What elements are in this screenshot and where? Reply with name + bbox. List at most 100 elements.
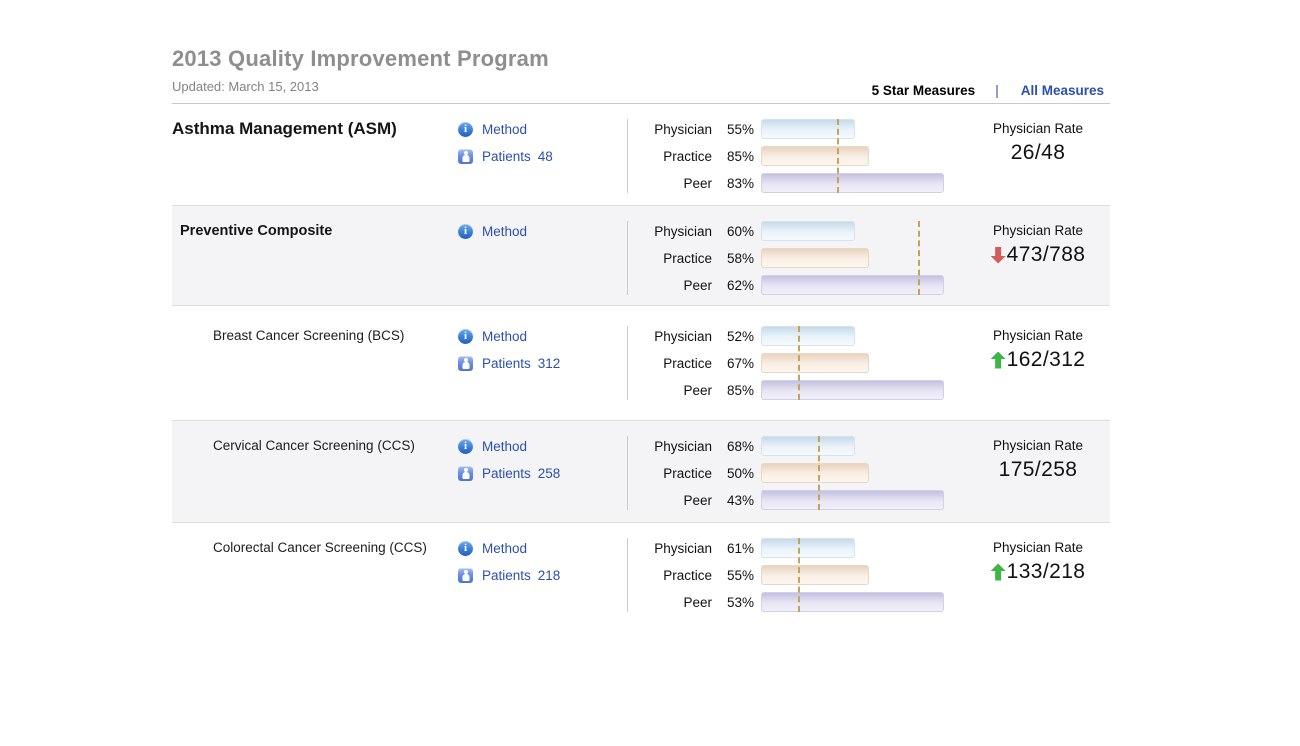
measure-row-breast-cancer-screening: Breast Cancer Screening (BCS) Method Pat… (172, 306, 1110, 420)
physician-rate-value: 175/258 (967, 458, 1109, 482)
practice-bar-row: Practice 58% (630, 248, 967, 268)
rate-col: Physician Rate 175/258 (967, 436, 1109, 522)
rate-text: 162/312 (1006, 348, 1086, 371)
peer-bar-row: Peer 62% (630, 275, 967, 295)
person-icon (458, 465, 473, 481)
bars-chart: Physician 61% Practice 55% Peer 53% (628, 538, 967, 631)
measure-title-col: Preventive Composite (172, 221, 458, 305)
rate-column-label: Physician Rate (992, 223, 1084, 238)
patients-link[interactable]: Patients 48 (458, 146, 627, 166)
method-link-label: Method (482, 328, 528, 344)
bar-label: Practice (663, 567, 712, 583)
bar-label: Peer (683, 277, 712, 293)
physician-rate-value: 162/312 (967, 348, 1109, 372)
patients-count: 312 (537, 355, 561, 371)
patients-link-label: Patients (482, 567, 531, 583)
bar-label: Practice (663, 250, 712, 266)
patients-link[interactable]: Patients 312 (458, 353, 627, 373)
measure-name: Asthma Management (ASM) (172, 119, 397, 138)
practice-bar (761, 146, 869, 166)
bar-track (761, 275, 947, 295)
patients-link[interactable]: Patients 258 (458, 463, 627, 483)
info-icon (458, 438, 473, 454)
bar-label: Peer (683, 492, 712, 508)
method-link-label: Method (482, 540, 528, 556)
practice-bar-row: Practice 85% (630, 146, 967, 166)
bar-track (761, 436, 947, 456)
tab-all-measures[interactable]: All Measures (1020, 83, 1104, 98)
header-bar: Updated: March 15, 2013 5 Star Measures … (172, 79, 1110, 104)
rate-column-label: Physician Rate (992, 121, 1084, 136)
bar-value: 58% (726, 250, 754, 266)
info-icon (458, 121, 473, 137)
peer-bar (761, 490, 944, 510)
tab-5-star-measures[interactable]: 5 Star Measures (871, 83, 976, 98)
method-link[interactable]: Method (458, 119, 627, 139)
patients-link[interactable]: Patients 218 (458, 565, 627, 585)
measure-name: Preventive Composite (180, 223, 333, 239)
measure-name: Cervical Cancer Screening (CCS) (213, 438, 415, 453)
rate-text: 473/788 (1006, 243, 1086, 266)
patients-count: 48 (537, 148, 553, 164)
measure-name: Colorectal Cancer Screening (CCS) (213, 540, 427, 555)
practice-bar (761, 565, 869, 585)
bar-value: 50% (726, 465, 754, 481)
bar-value: 85% (726, 382, 754, 398)
rate-column-label: Physician Rate (992, 438, 1084, 453)
bar-label: Peer (683, 382, 712, 398)
bar-value: 68% (726, 438, 754, 454)
bar-track (761, 463, 947, 483)
measure-links-col: Method Patients 312 (458, 326, 627, 420)
method-link[interactable]: Method (458, 221, 627, 241)
bar-value: 83% (726, 175, 754, 191)
tab-separator: | (995, 83, 999, 98)
bars-chart: Physician 55% Practice 85% Peer 83% (628, 119, 967, 205)
physician-bar (761, 221, 855, 241)
measure-row-cervical-cancer-screening: Cervical Cancer Screening (CCS) Method P… (172, 420, 1110, 523)
trend-up-icon (990, 351, 1006, 369)
info-icon (458, 328, 473, 344)
page-title: 2013 Quality Improvement Program (172, 46, 549, 71)
patients-link-label: Patients (482, 148, 531, 164)
measure-filter-tabs: 5 Star Measures | All Measures (872, 83, 1110, 98)
bar-track (761, 538, 947, 558)
measure-title-col: Asthma Management (ASM) (172, 119, 458, 205)
measure-links-col: Method Patients 218 (458, 538, 627, 631)
physician-bar-row: Physician 55% (630, 119, 967, 139)
physician-rate-value: 26/48 (967, 141, 1109, 165)
practice-bar-row: Practice 55% (630, 565, 967, 585)
bar-label: Peer (683, 594, 712, 610)
measure-row-asthma: Asthma Management (ASM) Method Patients … (172, 104, 1110, 205)
rate-text: 175/258 (998, 458, 1078, 481)
rate-col: Physician Rate 133/218 (967, 538, 1109, 631)
column-divider (627, 221, 628, 295)
method-link[interactable]: Method (458, 436, 627, 456)
bar-label: Practice (663, 465, 712, 481)
patients-link-label: Patients (482, 465, 531, 481)
bar-track (761, 592, 947, 612)
bar-label: Peer (683, 175, 712, 191)
bar-value: 61% (726, 540, 754, 556)
person-icon (458, 567, 473, 583)
method-link[interactable]: Method (458, 538, 627, 558)
bars-chart: Physician 52% Practice 67% Peer 85% (628, 326, 967, 420)
quality-program-page: 2013 Quality Improvement Program Updated… (172, 46, 1110, 631)
physician-bar (761, 326, 855, 346)
rate-column-label: Physician Rate (992, 540, 1084, 555)
bar-value: 62% (726, 277, 754, 293)
measure-row-preventive-composite: Preventive Composite Method Physician 60… (172, 205, 1110, 306)
bar-value: 67% (726, 355, 754, 371)
trend-down-icon (990, 246, 1006, 264)
updated-timestamp: Updated: March 15, 2013 (172, 79, 319, 94)
peer-bar (761, 380, 944, 400)
practice-bar (761, 248, 869, 268)
method-link[interactable]: Method (458, 326, 627, 346)
bar-value: 60% (726, 223, 754, 239)
measure-title-col: Cervical Cancer Screening (CCS) (172, 436, 458, 522)
physician-bar-row: Physician 61% (630, 538, 967, 558)
peer-bar-row: Peer 83% (630, 173, 967, 193)
rate-col: Physician Rate 162/312 (967, 326, 1109, 420)
rate-column-label: Physician Rate (992, 328, 1084, 343)
physician-bar-row: Physician 60% (630, 221, 967, 241)
column-divider (627, 326, 628, 400)
